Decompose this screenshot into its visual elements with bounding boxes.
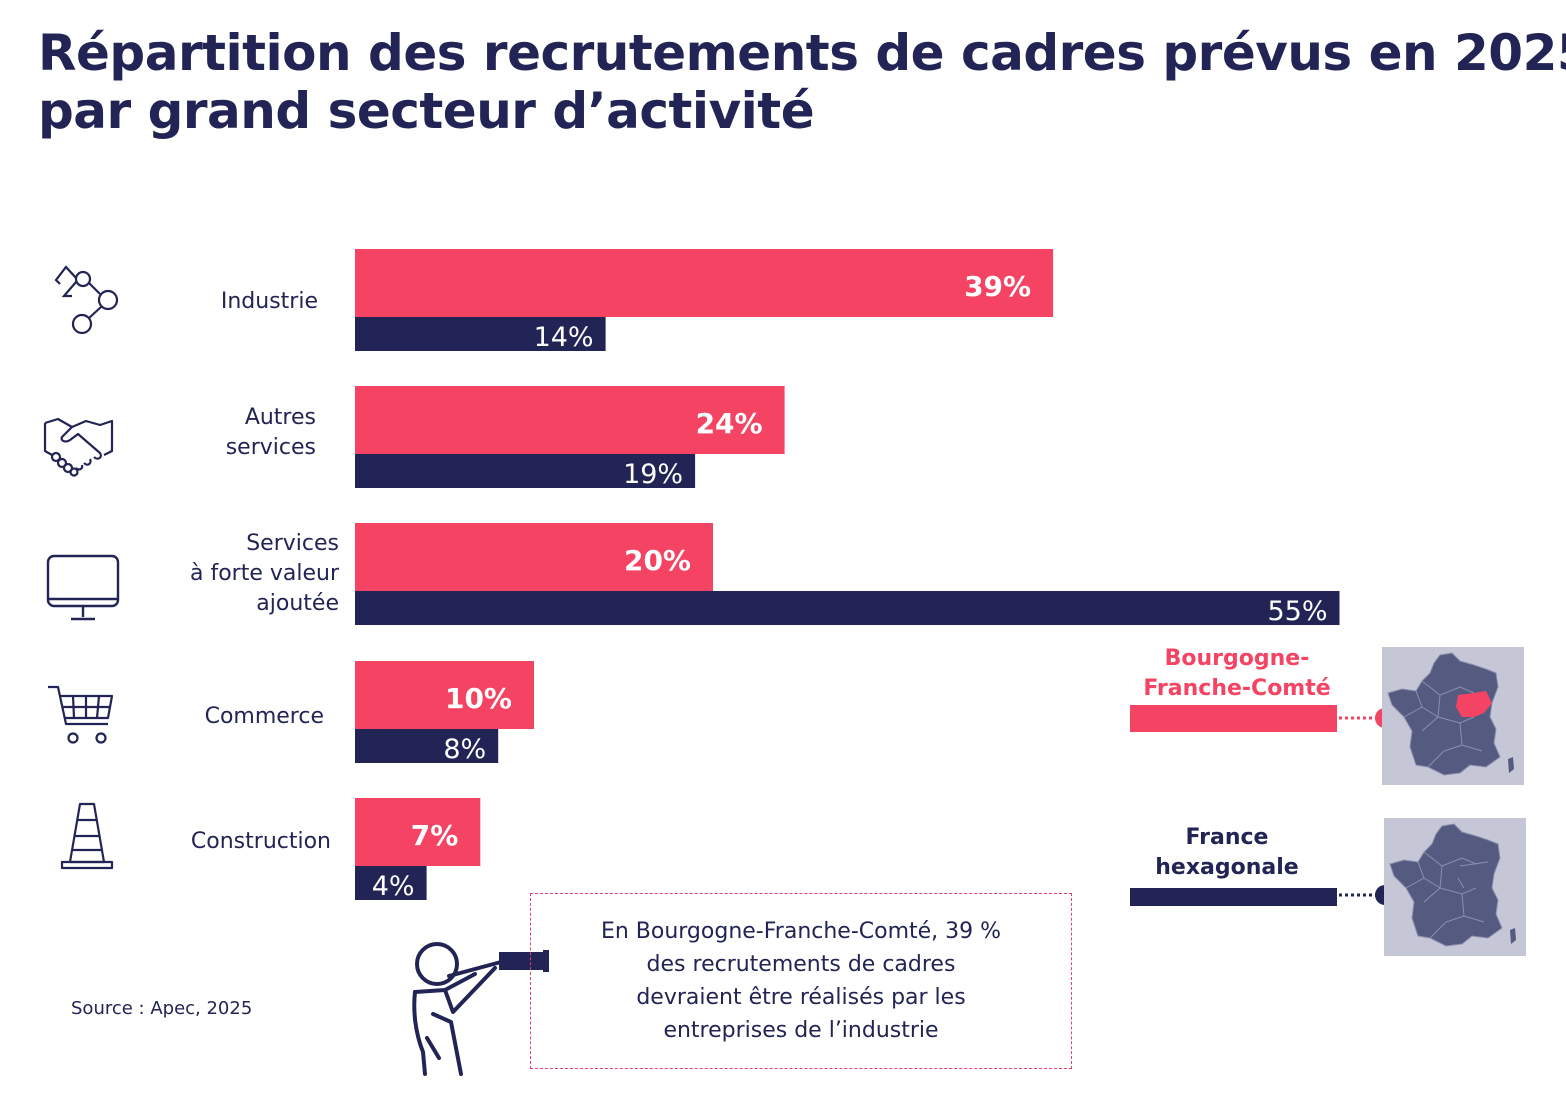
bar-national-commerce (355, 729, 499, 763)
bar-national-services-a-forte-valeur-ajoutee (355, 591, 1340, 625)
traffic-cone-icon (60, 802, 114, 870)
data-label-national-construction: 4% (372, 871, 415, 902)
data-label-regional-services-a-forte-valeur-ajoutee: 20% (624, 544, 691, 577)
map-france-hexagonale (1384, 818, 1526, 956)
bar-national-construction (355, 866, 427, 900)
shopping-cart-icon (48, 685, 114, 744)
molecule-icon (54, 265, 119, 335)
chart-title-line-2: par grand secteur d’activité (38, 82, 815, 140)
chart-title-line-1: Répartition des recrutements de cadres p… (38, 24, 1566, 82)
data-label-national-commerce: 8% (443, 734, 486, 765)
data-label-national-industrie: 14% (534, 322, 594, 353)
category-label-commerce: Commerce (204, 704, 324, 729)
data-label-regional-industrie: 39% (964, 270, 1031, 303)
category-label-industrie: Industrie (220, 289, 318, 314)
source-note: Source : Apec, 2025 (71, 998, 253, 1019)
bar-regional-commerce (355, 661, 534, 729)
bar-national-industrie (355, 317, 606, 351)
map-bourgogne-franche-comte (1382, 647, 1524, 785)
category-label-construction: Construction (190, 829, 331, 854)
bar-regional-industrie (355, 249, 1054, 317)
data-label-regional-autres-services: 24% (696, 407, 763, 440)
bar-regional-services-a-forte-valeur-ajoutee (355, 523, 713, 591)
note-line-1: En Bourgogne-Franche-Comté, 39 % (600, 919, 1002, 944)
monitor-icon (46, 554, 120, 621)
france-map-icon (1387, 652, 1514, 776)
note-callout: En Bourgogne-Franche-Comté, 39 % des rec… (530, 893, 1072, 1069)
note-line-3: devraient être réalisés par les (636, 985, 966, 1010)
bar-national-autres-services (355, 454, 696, 488)
legend-swatch-regional (1130, 705, 1337, 732)
category-label-services-valeur-ajoutee: Services à forte valeur ajoutée (189, 531, 339, 616)
legend-label-national: France hexagonale (1155, 825, 1299, 880)
note-line-2: des recrutements de cadres (646, 952, 956, 977)
handshake-icon (43, 417, 114, 477)
person-binoculars-icon (412, 942, 549, 1076)
note-line-4: entreprises de l’industrie (663, 1018, 939, 1043)
chart-title: Répartition des recrutements de cadres p… (38, 24, 1566, 140)
data-label-national-services-a-forte-valeur-ajoutee: 55% (1267, 596, 1327, 627)
legend-label-regional: Bourgogne- Franche-Comté (1143, 646, 1331, 701)
data-label-national-autres-services: 19% (623, 459, 683, 490)
france-map-icon (1389, 823, 1516, 947)
category-label-autres-services: Autres services (225, 405, 316, 460)
legend-swatch-national (1130, 888, 1337, 906)
data-label-regional-construction: 7% (411, 819, 459, 852)
data-label-regional-commerce: 10% (445, 682, 512, 715)
legend-swatches (1130, 705, 1395, 906)
bar-regional-autres-services (355, 386, 785, 454)
bar-regional-construction (355, 798, 481, 866)
